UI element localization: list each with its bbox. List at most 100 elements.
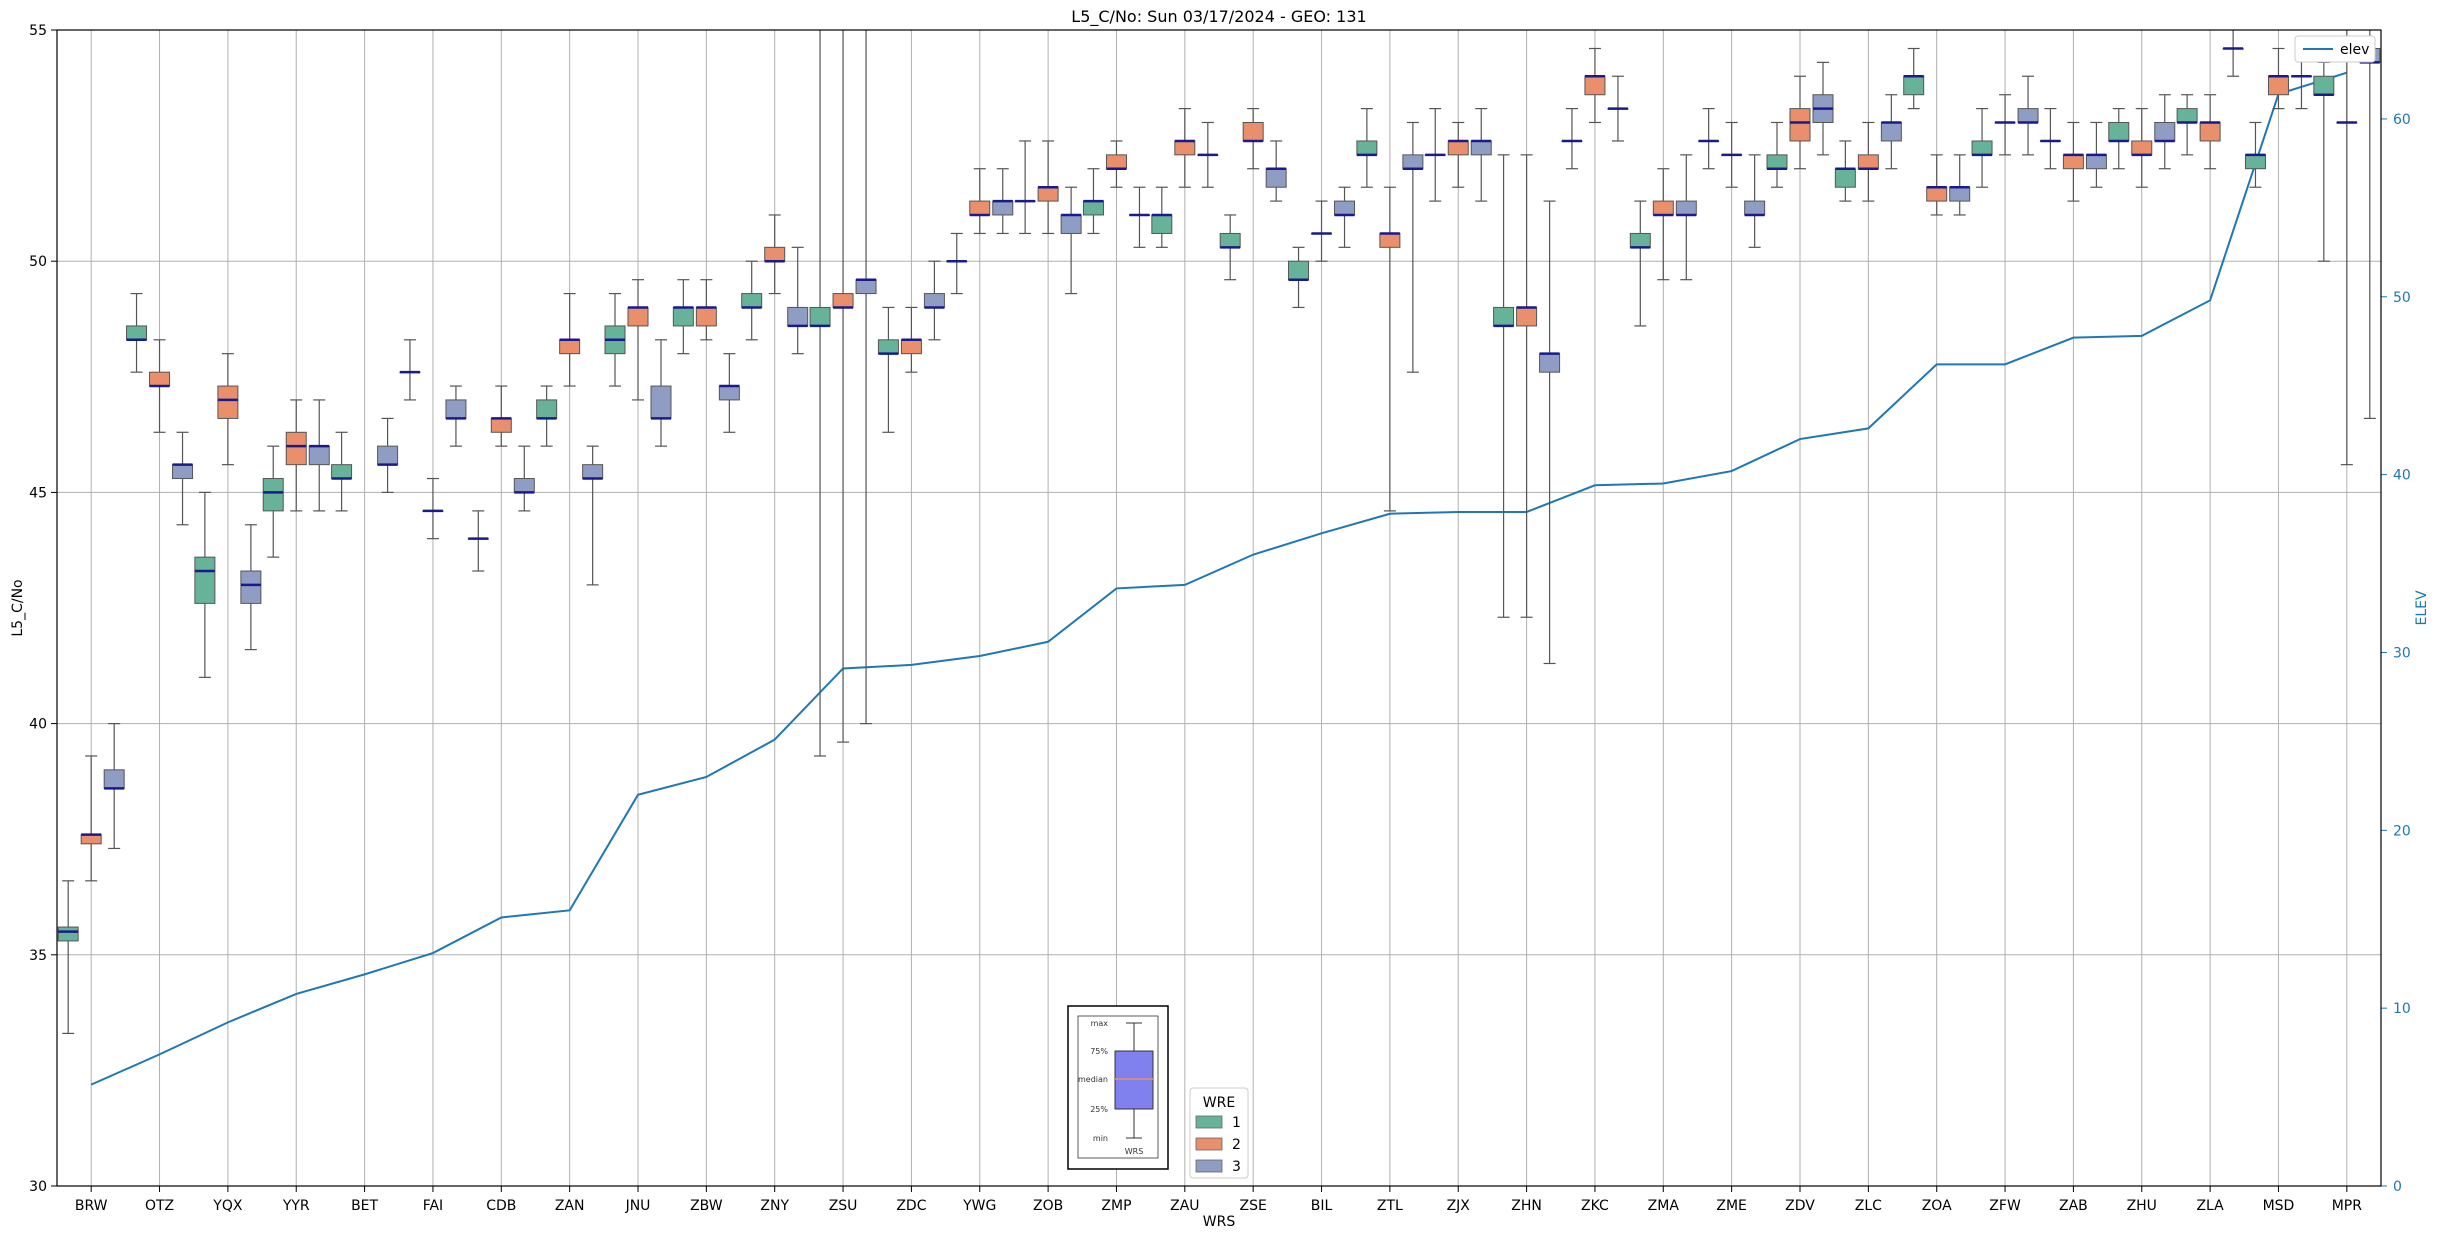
box-plot-wre-1: [809, 30, 831, 757]
box-key-inner-frame: [1077, 1015, 1159, 1159]
wre-legend: WRE 1 2 3: [1189, 1087, 1249, 1179]
box-iqr: [695, 306, 717, 327]
box-plot-wre-1: [1971, 108, 1993, 188]
box-iqr: [1447, 140, 1469, 156]
box-iqr: [1971, 140, 1993, 156]
box-iqr: [2313, 75, 2335, 96]
box-plot-wre-1: [1151, 186, 1173, 248]
box-plot-wre-1: [536, 385, 558, 447]
elevation-line: [90, 71, 2348, 1086]
box-plot-wre-2: [1926, 154, 1948, 216]
x-tick-label: ZME: [1716, 1198, 1747, 1214]
wre-legend-label: 3: [1232, 1159, 1241, 1175]
box-plot-wre-2: [832, 30, 854, 743]
x-tick-label: ZAN: [555, 1198, 585, 1214]
box-iqr: [80, 834, 102, 845]
box-iqr: [1834, 168, 1856, 188]
box-iqr: [149, 371, 171, 387]
box-plot-wre-1: [2244, 121, 2266, 188]
x-tick-label: ZDC: [896, 1198, 926, 1214]
box-plot-wre-3: [582, 445, 604, 586]
y-tick-label: 55: [29, 23, 47, 39]
box-iqr: [1402, 154, 1424, 170]
box-plot-wre-2: [1857, 121, 1879, 202]
secondary-y-axis-label: ELEV: [2414, 590, 2430, 625]
box-plot-wre-3: [1265, 140, 1287, 202]
box-iqr: [1766, 154, 1788, 170]
box-plot-wre-3: [1539, 200, 1561, 665]
x-tick-label: ZOB: [1033, 1198, 1063, 1214]
box-iqr: [1949, 186, 1971, 202]
box-key-label: 25%: [1090, 1105, 1108, 1114]
box-iqr: [877, 339, 899, 355]
box-iqr: [1652, 200, 1674, 216]
box-plot-wre-3: [445, 385, 467, 447]
box-iqr: [1857, 154, 1879, 170]
box-iqr: [2085, 154, 2107, 170]
box-plot-wre-1: [467, 510, 489, 572]
x-tick-label: ZHN: [1511, 1198, 1542, 1214]
box-plot-wre-1: [194, 491, 216, 678]
box-iqr: [240, 570, 262, 604]
box-plot-wre-3: [650, 339, 672, 447]
box-iqr: [809, 306, 831, 327]
box-plot-wre-3: [1334, 186, 1356, 248]
box-plot-wre-3: [992, 168, 1014, 235]
box-plot-wre-2: [764, 214, 786, 295]
box-plot-wre-3: [308, 399, 330, 512]
box-iqr: [1744, 200, 1766, 216]
elevation-line-group: [90, 71, 2348, 1086]
box-plot-wre-1: [1903, 47, 1925, 110]
wre-legend-label: 2: [1232, 1137, 1241, 1153]
box-iqr: [2017, 108, 2039, 123]
box-plot-wre-2: [1242, 108, 1264, 170]
box-plot-wre-2: [1721, 121, 1743, 188]
box-iqr: [1880, 121, 1902, 142]
y-tick-label: 50: [29, 254, 47, 270]
box-plot-wre-1: [1014, 140, 1036, 235]
x-tick-label: BET: [351, 1198, 378, 1214]
box-plot-wre-1: [262, 445, 284, 558]
box-iqr: [2244, 154, 2266, 170]
box-plot-wre-3: [1744, 154, 1766, 248]
elev-legend-frame: [2294, 35, 2376, 63]
box-iqr: [445, 399, 467, 419]
box-iqr: [308, 445, 330, 466]
y-axis-label: L5_C/No: [10, 579, 26, 636]
box-iqr: [764, 246, 786, 262]
box-plot-wre-1: [1561, 108, 1583, 170]
box-iqr: [1288, 260, 1310, 281]
y-tick-label: 30: [29, 1179, 47, 1195]
box-plot-wre-2: [2131, 108, 2153, 188]
y-tick-label: 35: [29, 948, 47, 964]
box-plot-wre-1: [1766, 121, 1788, 188]
box-plot-wre-1: [399, 339, 421, 401]
box-plot-wre-3: [1402, 121, 1424, 373]
y2-tick-label: 30: [2393, 645, 2411, 661]
box-iqr: [741, 293, 763, 308]
box-iqr: [787, 306, 809, 327]
box-plot-wre-2: [1584, 47, 1606, 124]
box-plot-wre-1: [1082, 168, 1104, 235]
x-tick-label: YWG: [962, 1198, 996, 1214]
box-key-box: [1114, 1050, 1154, 1110]
box-plot-wre-1: [1493, 154, 1515, 618]
box-iqr: [1539, 353, 1561, 373]
x-tick-label: ZAU: [1170, 1198, 1199, 1214]
box-iqr: [627, 306, 649, 327]
x-tick-label: ZOA: [1922, 1198, 1952, 1214]
x-tick-label: ZBW: [690, 1198, 723, 1214]
box-iqr: [969, 200, 991, 216]
box-plot-wre-2: [1652, 168, 1674, 281]
box-plot-wre-1: [2039, 108, 2061, 170]
box-plot-wre-1: [1629, 200, 1651, 327]
box-plot-wre-3: [2154, 94, 2176, 170]
box-plot-wre-3: [1128, 186, 1150, 248]
box-key-label: max: [1091, 1019, 1109, 1028]
box-plot-wre-1: [946, 232, 968, 295]
box-plot-wre-2: [1311, 200, 1333, 262]
box-iqr: [57, 926, 79, 942]
chart-title: L5_C/No: Sun 03/17/2024 - GEO: 131: [1071, 7, 1366, 27]
